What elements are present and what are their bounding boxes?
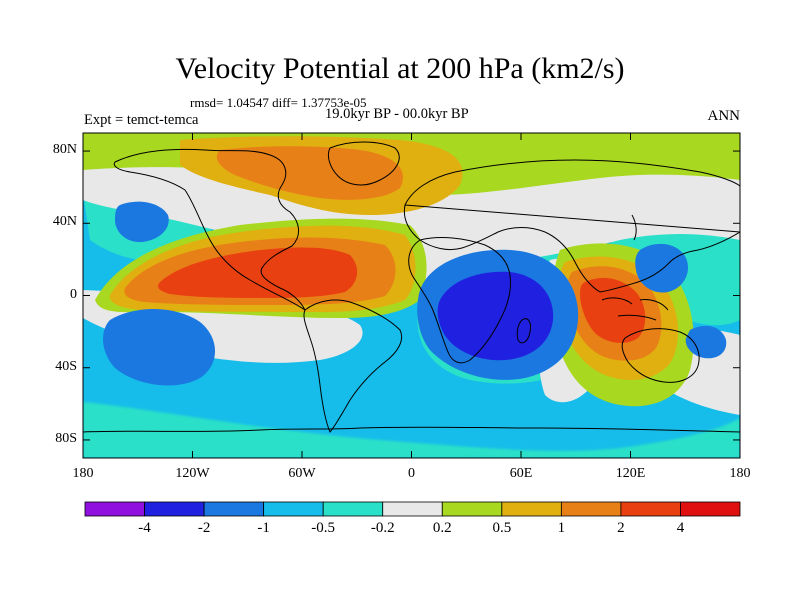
band-neg-mid-wpac (635, 243, 688, 293)
colorbar-label: 2 (617, 520, 625, 536)
colorbar-label: -0.5 (311, 520, 336, 536)
band-neg-mid-npac (115, 201, 169, 243)
lon-tick-label: 60W (288, 466, 316, 481)
colorbar-label: -4 (138, 520, 151, 536)
coast-eurasia (403, 159, 740, 293)
lon-tick-label: 180 (72, 466, 94, 481)
lon-tick-label: 120E (615, 466, 646, 481)
lat-tick-label: 80N (52, 142, 77, 158)
lon-tick-label: 60E (509, 466, 533, 481)
experiment-label: Expt = temct-temca (84, 112, 199, 128)
colorbar-label: -0.2 (370, 520, 395, 536)
colorbar-swatch (382, 501, 443, 517)
colorbar-swatch (620, 501, 681, 517)
lon-tick-label: 180 (729, 466, 751, 481)
coast-japan (631, 214, 637, 241)
lon-tick-label: 0 (408, 466, 415, 481)
colorbar-swatch (560, 501, 622, 517)
coast-africa (408, 237, 511, 364)
lon-tick-label: 120W (175, 466, 210, 481)
band-pos-max-ind (580, 277, 646, 343)
coast-australia (621, 328, 700, 383)
colorbar-swatch (680, 501, 741, 517)
lat-tick-label: 0 (70, 286, 77, 302)
lat-tick-label: 40S (55, 358, 77, 374)
colorbar-swatch (84, 501, 145, 517)
period-label: 19.0kyr BP - 00.0kyr BP (325, 106, 469, 122)
colorbar-label: 0.5 (492, 520, 512, 536)
coast-south-america (303, 299, 403, 433)
coastlines (83, 141, 740, 433)
axis-ticks (82, 133, 741, 458)
colorbar-label: 4 (676, 520, 685, 536)
band-neg-strong-ind (437, 271, 554, 361)
coast-antarctica (83, 426, 740, 433)
colorbar-swatch (441, 501, 503, 517)
lat-tick-label: 40N (52, 214, 77, 230)
colorbar-label: -2 (197, 520, 211, 536)
coast-north-america (113, 148, 306, 311)
band-neg-weak-south (83, 402, 740, 458)
colorbar-label: -1 (257, 520, 270, 536)
colorbar-label: 1 (557, 520, 566, 536)
band-neg-mid-cpac (685, 325, 727, 359)
colorbar (84, 501, 741, 517)
colorbar-label: 0.2 (432, 520, 452, 536)
lat-tick-label: 80S (55, 430, 77, 446)
colorbar-swatch (203, 501, 265, 517)
coast-madagascar (516, 318, 531, 344)
coast-indonesia (601, 297, 669, 321)
band-pos-max-atl (158, 247, 358, 298)
season-label: ANN (707, 108, 741, 124)
coast-greenland (327, 141, 400, 186)
band-neg-mid-spac (103, 308, 215, 386)
colorbar-swatch (501, 501, 562, 517)
map-title: Velocity Potential at 200 hPa (km2/s) (175, 52, 625, 85)
colorbar-swatch (144, 501, 205, 517)
band-pos-strong-north (216, 146, 404, 200)
colorbar-swatch (322, 501, 384, 517)
stats-line: rmsd= 1.04547 diff= 1.37753e-05 (190, 95, 367, 110)
colorbar-swatch (263, 501, 324, 517)
contour-field (83, 133, 740, 458)
